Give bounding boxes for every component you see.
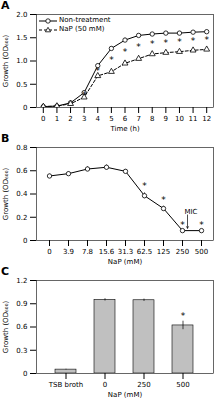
svg-text:*: * xyxy=(191,36,196,46)
svg-text:*: * xyxy=(150,39,155,49)
svg-text:250: 250 xyxy=(137,381,150,389)
svg-text:2: 2 xyxy=(68,115,72,123)
svg-text:1.0: 1.0 xyxy=(16,57,27,65)
svg-text:125: 125 xyxy=(157,248,170,256)
svg-text:0.3: 0.3 xyxy=(16,346,27,354)
svg-text:*: * xyxy=(142,181,147,191)
svg-text:0: 0 xyxy=(41,115,45,123)
svg-text:Growth (OD₆₀₀): Growth (OD₆₀₀) xyxy=(2,168,10,221)
svg-text:8: 8 xyxy=(150,115,154,123)
svg-text:Growth (OD₆₀₀): Growth (OD₆₀₀) xyxy=(2,301,10,354)
svg-text:NaP (mM): NaP (mM) xyxy=(108,391,143,399)
svg-text:1.2: 1.2 xyxy=(16,277,27,285)
svg-text:3: 3 xyxy=(82,115,86,123)
svg-text:7: 7 xyxy=(136,115,140,123)
svg-text:6: 6 xyxy=(123,115,128,123)
svg-text:0: 0 xyxy=(23,237,27,245)
svg-text:*: * xyxy=(204,35,209,45)
svg-text:500: 500 xyxy=(176,381,189,389)
svg-text:15.6: 15.6 xyxy=(99,248,115,256)
svg-text:MIC: MIC xyxy=(185,208,198,216)
svg-text:*: * xyxy=(181,311,186,321)
svg-text:0.9: 0.9 xyxy=(16,300,27,308)
svg-text:*: * xyxy=(161,195,166,205)
svg-text:0.5: 0.5 xyxy=(16,80,27,88)
svg-text:*: * xyxy=(164,38,169,48)
svg-text:250: 250 xyxy=(176,248,189,256)
svg-text:3.9: 3.9 xyxy=(63,248,74,256)
svg-text:*: * xyxy=(96,66,101,76)
svg-text:1.5: 1.5 xyxy=(16,34,27,42)
svg-text:Time (h): Time (h) xyxy=(109,125,140,133)
svg-text:0.6: 0.6 xyxy=(16,167,28,175)
svg-text:NaP (mM): NaP (mM) xyxy=(108,258,143,266)
svg-text:5: 5 xyxy=(109,115,113,123)
svg-text:*: * xyxy=(82,90,87,100)
svg-text:7.8: 7.8 xyxy=(82,248,93,256)
svg-text:11: 11 xyxy=(189,115,198,123)
svg-text:*: * xyxy=(177,37,182,47)
svg-text:0: 0 xyxy=(23,370,27,378)
svg-text:*: * xyxy=(180,220,185,230)
svg-text:0.2: 0.2 xyxy=(16,213,27,221)
svg-text:*: * xyxy=(199,220,204,230)
svg-text:9: 9 xyxy=(164,115,168,123)
svg-text:1: 1 xyxy=(55,115,59,123)
svg-text:62.5: 62.5 xyxy=(137,248,153,256)
svg-text:0.4: 0.4 xyxy=(16,190,28,198)
svg-text:2.0: 2.0 xyxy=(16,11,27,19)
svg-text:*: * xyxy=(136,42,141,52)
svg-text:0: 0 xyxy=(103,381,107,389)
svg-text:0.6: 0.6 xyxy=(16,323,28,331)
svg-text:4: 4 xyxy=(96,115,101,123)
html-text:Non-treatment: Non-treatment xyxy=(59,16,111,24)
svg-text:0: 0 xyxy=(47,248,51,256)
svg-text:TSB broth: TSB broth xyxy=(48,381,83,389)
svg-text:0.8: 0.8 xyxy=(16,144,27,152)
html-text:NaP (50 mM): NaP (50 mM) xyxy=(59,25,105,33)
svg-text:0: 0 xyxy=(23,104,27,112)
svg-text:31.3: 31.3 xyxy=(118,248,134,256)
html-text:B: B xyxy=(1,132,10,145)
svg-text:10: 10 xyxy=(175,115,184,123)
svg-text:*: * xyxy=(123,47,128,57)
html-text:C: C xyxy=(1,265,10,278)
html-text:A: A xyxy=(1,0,10,12)
svg-text:*: * xyxy=(109,55,114,65)
svg-text:500: 500 xyxy=(195,248,208,256)
svg-text:Growth (OD₆₀₀): Growth (OD₆₀₀) xyxy=(2,35,10,88)
svg-text:12: 12 xyxy=(202,115,211,123)
